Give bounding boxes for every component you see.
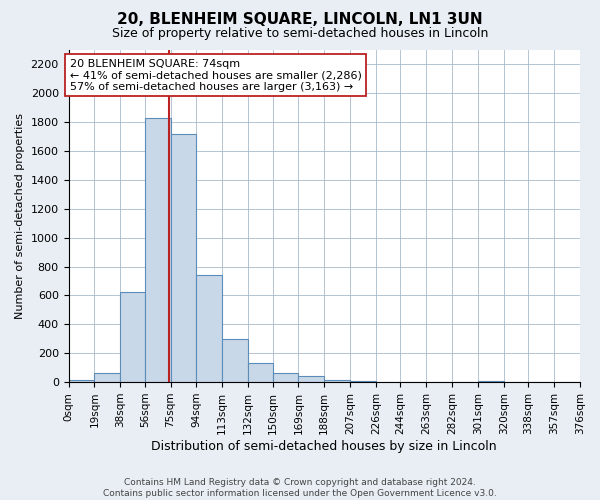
Y-axis label: Number of semi-detached properties: Number of semi-detached properties <box>15 113 25 319</box>
Bar <box>324 380 350 382</box>
Bar <box>298 376 324 382</box>
Bar <box>145 118 170 382</box>
Bar <box>120 292 145 382</box>
Bar <box>478 380 504 382</box>
Bar <box>170 134 196 382</box>
Text: Contains HM Land Registry data © Crown copyright and database right 2024.
Contai: Contains HM Land Registry data © Crown c… <box>103 478 497 498</box>
Bar <box>196 275 222 382</box>
Text: Size of property relative to semi-detached houses in Lincoln: Size of property relative to semi-detach… <box>112 28 488 40</box>
Text: 20, BLENHEIM SQUARE, LINCOLN, LN1 3UN: 20, BLENHEIM SQUARE, LINCOLN, LN1 3UN <box>117 12 483 28</box>
Bar <box>272 372 298 382</box>
Bar <box>248 364 272 382</box>
Bar <box>94 374 120 382</box>
X-axis label: Distribution of semi-detached houses by size in Lincoln: Distribution of semi-detached houses by … <box>151 440 497 452</box>
Bar <box>68 380 94 382</box>
Bar <box>222 339 248 382</box>
Text: 20 BLENHEIM SQUARE: 74sqm
← 41% of semi-detached houses are smaller (2,286)
57% : 20 BLENHEIM SQUARE: 74sqm ← 41% of semi-… <box>70 58 362 92</box>
